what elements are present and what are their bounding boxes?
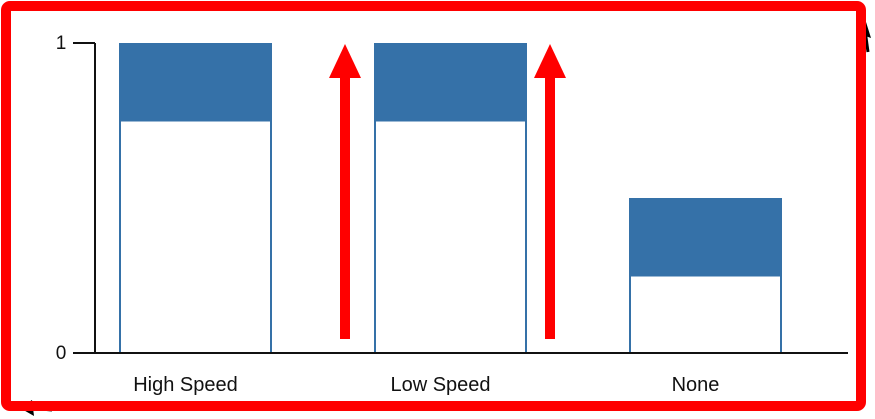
red-up-arrow-shaft (340, 75, 350, 339)
y-tick-label: 0 (56, 343, 67, 364)
red-up-arrow-head (534, 44, 566, 78)
red-border-frame (1, 1, 866, 411)
bar-low-speed-empty-segment (374, 119, 527, 354)
y-tick-label: 1 (56, 33, 67, 54)
bar-none-filled-segment (629, 198, 782, 276)
x-category-label: None (672, 374, 720, 396)
x-category-label: Low Speed (390, 374, 490, 396)
red-up-arrow-shaft (545, 75, 555, 339)
x-category-label: High Speed (133, 374, 238, 396)
bar-high-speed-empty-segment (119, 119, 272, 354)
bar-high-speed-filled-segment (119, 43, 272, 121)
bar-low-speed-filled-segment (374, 43, 527, 121)
bar-none-empty-segment (629, 274, 782, 354)
red-up-arrow-head (329, 44, 361, 78)
